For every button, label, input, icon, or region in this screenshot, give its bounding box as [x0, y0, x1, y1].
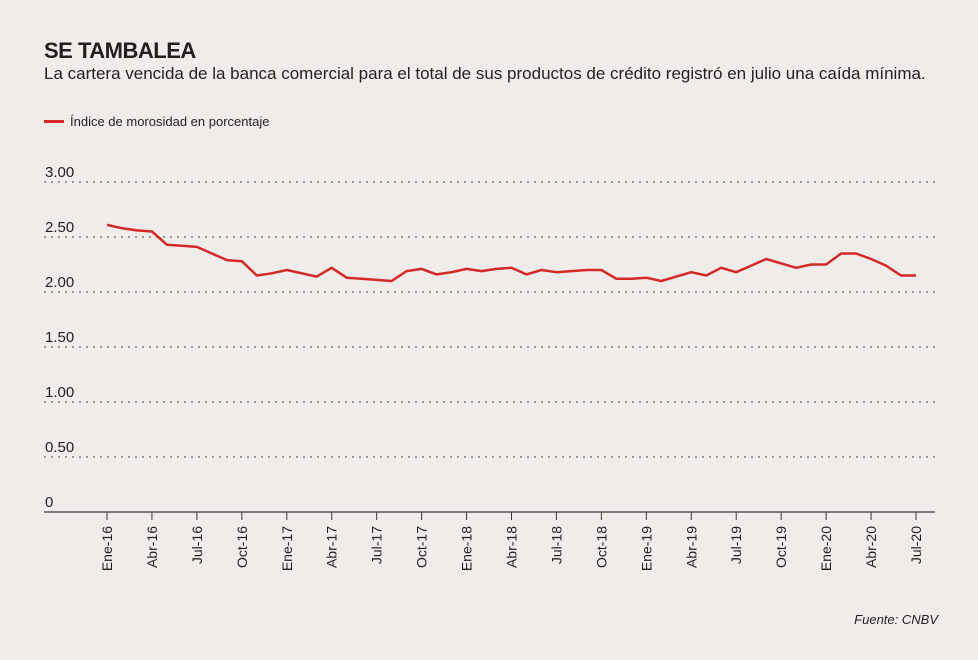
legend-swatch [44, 120, 64, 123]
x-tick-label: Oct-18 [593, 526, 609, 568]
gridlines [44, 181, 935, 458]
legend-label: Índice de morosidad en porcentaje [70, 114, 270, 129]
series-line [106, 223, 916, 283]
chart-subtitle: La cartera vencida de la banca comercial… [44, 64, 926, 83]
chart-title: SE TAMBALEA [44, 38, 196, 63]
x-tick-label: Ene-20 [818, 526, 834, 571]
x-tick-label: Jul-16 [189, 526, 205, 564]
series-layer [106, 223, 916, 283]
y-tick-label: 0.50 [45, 439, 74, 456]
x-tick-label: Jul-19 [728, 526, 744, 564]
x-tick-label: Abr-17 [324, 526, 340, 568]
legend: Índice de morosidad en porcentaje [44, 114, 269, 129]
x-tick-label: Oct-16 [234, 526, 250, 568]
x-tick-label: Oct-19 [773, 526, 789, 568]
x-tick-label: Ene-16 [99, 526, 115, 571]
y-tick-label: 2.50 [45, 219, 74, 236]
y-tick-label: 1.50 [45, 329, 74, 346]
x-axis: Ene-16 Abr-16 Jul-16 Oct-16 Ene-17 Abr-17 Jul-… [44, 511, 935, 571]
x-tick-label: Abr-20 [863, 526, 879, 568]
y-tick-label: 0 [45, 494, 53, 511]
x-tick-label: Abr-16 [144, 526, 160, 568]
x-tick-label: Abr-19 [683, 526, 699, 568]
source-note: Fuente: CNBV [854, 612, 938, 627]
x-tick-label: Jul-20 [908, 526, 924, 564]
x-tick-label: Oct-17 [414, 526, 430, 568]
x-tick-label: Ene-17 [279, 526, 295, 571]
y-tick-label: 3.00 [45, 164, 74, 181]
x-tick-label: Jul-18 [548, 526, 564, 564]
x-tick-label: Jul-17 [369, 526, 385, 564]
x-tick-label: Ene-18 [459, 526, 475, 571]
y-tick-label: 1.00 [45, 384, 74, 401]
y-tick-label: 2.00 [45, 274, 74, 291]
y-axis: 3.00 2.50 2.00 1.50 1.00 0.50 0 [45, 164, 74, 511]
x-tick-label: Ene-19 [638, 526, 654, 571]
x-tick-label: Abr-18 [504, 526, 520, 568]
